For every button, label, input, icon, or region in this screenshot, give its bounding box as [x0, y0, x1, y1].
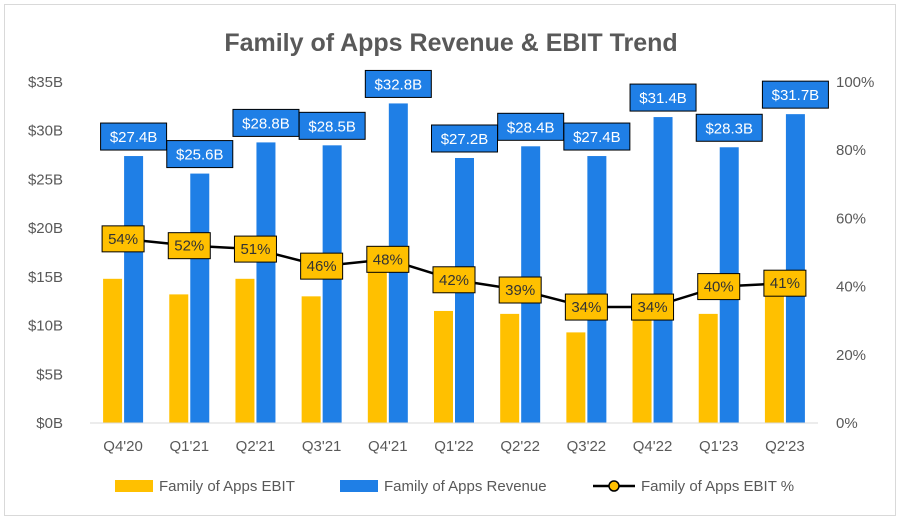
ebit-percent-data-label: 51% — [240, 241, 270, 258]
ebit-bar — [367, 268, 387, 423]
revenue-data-label-box — [761, 80, 829, 109]
revenue-data-label: $28.8B — [242, 115, 290, 132]
y-left-tick-label: $5B — [36, 366, 63, 383]
y-right-tick-label: 100% — [836, 74, 874, 91]
ebit-percent-data-label-box — [631, 293, 675, 321]
revenue-data-label: $28.5B — [308, 118, 356, 135]
ebit-bar — [103, 278, 123, 423]
revenue-data-label: $32.8B — [375, 76, 423, 93]
legend-label-ebit: Family of Apps EBIT — [159, 478, 295, 495]
ebit-bar — [434, 310, 453, 423]
revenue-bar — [322, 145, 342, 424]
revenue-data-label: $28.3B — [705, 120, 753, 137]
revenue-data-label-box — [232, 108, 300, 137]
x-tick-label: Q3'21 — [302, 438, 342, 455]
revenue-data-label: $31.4B — [639, 90, 687, 107]
ebit-percent-data-label-box — [564, 293, 608, 321]
x-tick-label: Q4'21 — [368, 438, 408, 455]
chart-svg: Family of Apps Revenue & EBIT Trend $0B$… — [28, 29, 874, 495]
ebit-percent-data-label-box — [498, 276, 542, 304]
y-right-tick-label: 80% — [836, 142, 866, 159]
x-tick-label: Q2'23 — [765, 438, 805, 455]
ebit-percent-data-label-box — [167, 232, 211, 260]
x-tick-label: Q2'22 — [500, 438, 540, 455]
x-tick-label: Q4'20 — [103, 438, 143, 455]
chart-frame: Family of Apps Revenue & EBIT Trend $0B $… — [4, 4, 896, 516]
y-left-tick-label: $15B — [28, 269, 63, 286]
ebit-percent-data-label: 42% — [439, 272, 469, 289]
ebit-percent-data-label: 46% — [307, 258, 337, 275]
legend: Family of Apps EBIT Family of Apps Revenu… — [115, 478, 794, 495]
revenue-bar — [124, 156, 144, 423]
ebit-bar — [566, 332, 586, 423]
revenue-data-label-box — [497, 112, 565, 141]
legend-marker-ebit-percent — [608, 480, 620, 492]
legend-swatch-revenue — [340, 480, 378, 492]
revenue-data-label: $27.4B — [110, 129, 158, 146]
revenue-bar — [785, 114, 805, 423]
chart-title: Family of Apps Revenue & EBIT Trend — [224, 29, 677, 57]
ebit-percent-data-label-box — [697, 273, 741, 301]
y-right-tick-label: 40% — [836, 279, 866, 296]
revenue-data-label: $31.7B — [772, 87, 820, 104]
revenue-bar — [256, 142, 276, 424]
ebit-percent-data-label-box — [432, 266, 476, 294]
revenue-data-label: $25.6B — [176, 147, 224, 164]
revenue-bar — [653, 117, 673, 424]
ebit-bar — [632, 318, 652, 423]
x-tick-label: Q3'22 — [567, 438, 607, 455]
y-right-tick-label: 20% — [836, 347, 866, 364]
ebit-percent-data-label: 39% — [505, 282, 535, 299]
y-left-tick-label: $30B — [28, 123, 63, 140]
y-left-tick-label: $20B — [28, 220, 63, 237]
ebit-bar — [301, 296, 321, 423]
ebit-bar — [235, 278, 255, 423]
ebit-percent-data-label: 54% — [108, 231, 138, 248]
legend-swatch-ebit — [115, 480, 153, 492]
ebit-percent-data-label: 40% — [704, 279, 734, 296]
y-left-tick-label: $25B — [28, 171, 63, 188]
x-tick-label: Q1'22 — [434, 438, 474, 455]
x-tick-label: Q4'22 — [633, 438, 673, 455]
revenue-data-label: $27.2B — [441, 131, 489, 148]
x-tick-label: Q2'21 — [236, 438, 276, 455]
revenue-data-label-box — [431, 124, 498, 153]
ebit-percent-data-label: 52% — [174, 238, 204, 255]
ebit-percent-data-label-box — [101, 225, 145, 253]
revenue-data-label: $27.4B — [573, 129, 621, 146]
y-right-tick-label: 60% — [836, 210, 866, 227]
revenue-data-label-box — [695, 113, 763, 142]
plot-area: $0B $5B $10B $15B $20B $25B $30B $35B 0% 20% 40% 60… — [28, 69, 874, 455]
revenue-data-label-box — [563, 122, 631, 151]
ebit-percent-data-label: 48% — [373, 251, 403, 268]
ebit-percent-data-label-box — [300, 252, 344, 280]
x-tick-label: Q1'23 — [699, 438, 739, 455]
revenue-data-label-box — [364, 69, 432, 98]
ebit-bar — [764, 295, 784, 423]
legend-label-ebit-percent: Family of Apps EBIT % — [641, 478, 794, 495]
y-left-tick-label: $35B — [28, 74, 63, 91]
ebit-percent-data-label: 34% — [638, 299, 668, 316]
revenue-data-label: $28.4B — [507, 119, 555, 136]
ebit-bar — [698, 313, 718, 423]
revenue-bar — [190, 173, 210, 423]
revenue-data-label-box — [166, 140, 234, 169]
ebit-percent-data-label: 34% — [571, 299, 601, 316]
legend-label-revenue: Family of Apps Revenue — [384, 478, 547, 495]
ebit-percent-data-label-box — [366, 245, 410, 273]
y-left-tick-label: $10B — [28, 318, 63, 335]
x-tick-label: Q1'21 — [169, 438, 209, 455]
y-left-tick-label: $0B — [36, 415, 63, 432]
revenue-bar — [587, 156, 607, 423]
ebit-bar — [169, 294, 189, 423]
revenue-data-label-box — [100, 122, 168, 151]
ebit-percent-data-label: 41% — [770, 275, 800, 292]
ebit-percent-data-label-box — [233, 235, 277, 263]
revenue-data-label-box — [298, 111, 366, 140]
ebit-percent-data-label-box — [763, 269, 807, 297]
ebit-bar — [500, 313, 520, 423]
revenue-data-label-box — [629, 83, 697, 112]
y-right-tick-label: 0% — [836, 415, 858, 432]
